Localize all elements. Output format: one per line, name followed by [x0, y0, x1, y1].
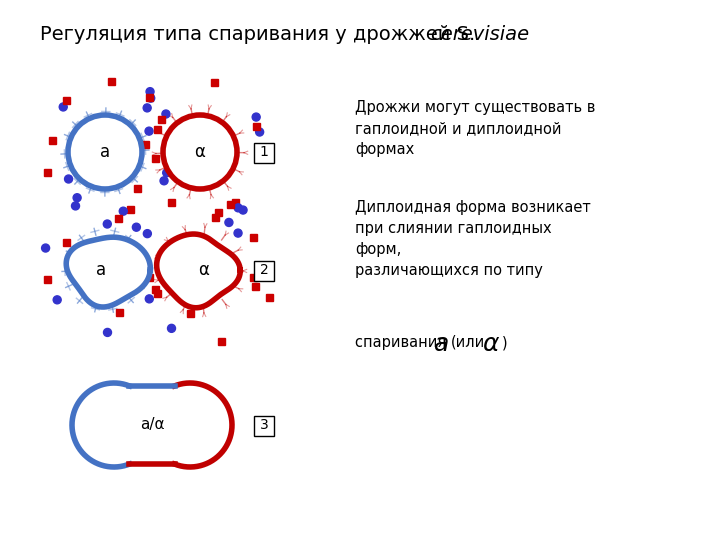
- Circle shape: [225, 219, 233, 226]
- Bar: [127, 206, 134, 213]
- Bar: [114, 215, 122, 222]
- Bar: [168, 199, 175, 206]
- Bar: [254, 261, 274, 281]
- Circle shape: [65, 175, 73, 183]
- Text: α: α: [482, 332, 498, 356]
- Bar: [212, 79, 218, 86]
- Circle shape: [53, 296, 61, 304]
- Circle shape: [132, 223, 140, 231]
- Bar: [63, 97, 70, 104]
- Bar: [215, 209, 222, 216]
- Text: a/α: a/α: [140, 417, 164, 433]
- Circle shape: [143, 104, 151, 112]
- Text: Диплоидная форма возникает
при слиянии гаплоидных
форм,
различающихся по типу: Диплоидная форма возникает при слиянии г…: [355, 200, 590, 278]
- Bar: [158, 116, 165, 123]
- Circle shape: [145, 127, 153, 135]
- Bar: [63, 239, 71, 246]
- Circle shape: [252, 113, 260, 121]
- Circle shape: [59, 103, 67, 111]
- Bar: [266, 294, 274, 301]
- Circle shape: [121, 129, 129, 137]
- Bar: [212, 214, 219, 221]
- Text: α: α: [194, 143, 205, 161]
- Text: α: α: [199, 261, 210, 279]
- Bar: [142, 140, 149, 147]
- Text: a: a: [96, 261, 106, 279]
- Bar: [254, 143, 274, 163]
- Circle shape: [162, 110, 170, 118]
- Circle shape: [146, 87, 154, 96]
- Circle shape: [163, 115, 237, 189]
- Circle shape: [68, 115, 142, 189]
- Circle shape: [239, 206, 247, 214]
- Bar: [43, 276, 50, 283]
- Circle shape: [42, 244, 50, 252]
- Circle shape: [168, 325, 176, 332]
- Circle shape: [120, 207, 127, 215]
- Circle shape: [147, 94, 155, 102]
- Bar: [153, 154, 159, 161]
- Circle shape: [256, 128, 264, 136]
- Bar: [253, 124, 260, 131]
- Circle shape: [103, 220, 112, 228]
- Circle shape: [234, 204, 242, 212]
- Text: Дрожжи могут существовать в
гаплоидной и диплоидной
формах: Дрожжи могут существовать в гаплоидной и…: [355, 100, 595, 157]
- Bar: [108, 78, 115, 85]
- Bar: [250, 234, 257, 241]
- Circle shape: [160, 177, 168, 185]
- Bar: [186, 310, 194, 318]
- Text: спаривания (: спаривания (: [355, 335, 456, 350]
- Circle shape: [171, 259, 179, 267]
- Bar: [233, 199, 239, 206]
- Text: cerevisiae: cerevisiae: [430, 25, 529, 44]
- Text: 1: 1: [260, 145, 269, 159]
- Bar: [155, 126, 161, 133]
- Circle shape: [73, 194, 81, 202]
- Bar: [250, 274, 256, 281]
- Bar: [218, 338, 225, 345]
- Circle shape: [104, 328, 112, 336]
- Polygon shape: [157, 234, 240, 308]
- Bar: [152, 286, 159, 293]
- Circle shape: [145, 295, 153, 303]
- Text: ): ): [502, 335, 508, 350]
- Bar: [227, 201, 234, 208]
- Bar: [134, 185, 141, 192]
- Polygon shape: [72, 383, 232, 467]
- Bar: [145, 93, 153, 100]
- Text: или: или: [451, 335, 489, 350]
- Circle shape: [71, 202, 79, 210]
- Text: 2: 2: [260, 263, 269, 277]
- Bar: [146, 274, 153, 281]
- Text: а: а: [434, 332, 449, 356]
- Bar: [252, 283, 259, 290]
- Circle shape: [234, 229, 242, 237]
- Polygon shape: [66, 237, 150, 307]
- Text: Регуляция типа спаривания у дрожжей S.: Регуляция типа спаривания у дрожжей S.: [40, 25, 482, 44]
- Bar: [117, 309, 123, 316]
- Text: 3: 3: [260, 418, 269, 432]
- Bar: [45, 168, 51, 176]
- Text: a: a: [100, 143, 110, 161]
- Bar: [154, 291, 161, 298]
- Circle shape: [143, 230, 151, 238]
- Bar: [254, 416, 274, 436]
- Circle shape: [163, 169, 171, 177]
- Bar: [49, 138, 56, 145]
